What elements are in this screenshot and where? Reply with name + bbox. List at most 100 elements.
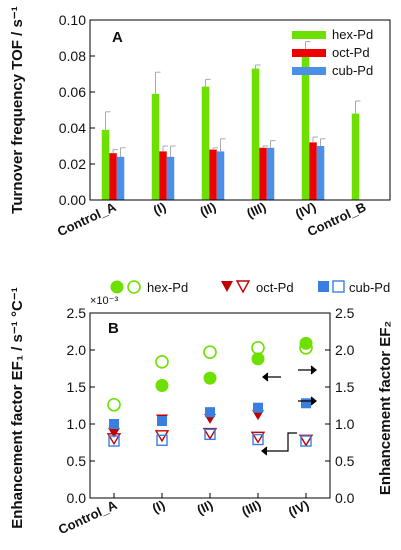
x-category-label: (I) [150,497,167,516]
data-point [300,435,312,447]
data-point [157,416,167,427]
data-point [155,379,169,393]
bar [309,142,317,200]
legend-marker-hex-filled [110,280,124,294]
data-point [108,435,120,447]
panel-b-scatter-chart: hex-Pd oct-Pd cub-Pd 0.0 0.0 0.5 0.5 1.0 1.0 1… [9,280,394,537]
bar [109,153,117,200]
data-point [301,398,311,409]
legend-swatch-hex [292,31,326,39]
y-tick-label: 0.06 [59,84,86,100]
data-point [203,371,217,385]
data-point [202,427,218,440]
y-tick-label: 0.02 [59,156,86,172]
legend-swatch-cub [292,67,326,75]
panel-b-legend: hex-Pd oct-Pd cub-Pd [110,280,390,295]
y-tick-label-right: 2.5 [335,305,355,321]
arrow-down-left-icon [261,446,268,456]
y-tick-label-left: 2.0 [67,342,87,358]
y-tick-label-left: 1.5 [67,379,87,395]
y-tick-label: 0.00 [59,192,86,208]
panel-b-points [106,336,314,447]
bar [301,54,310,201]
y-tick-label-right: 1.5 [335,379,355,395]
data-point [109,419,119,429]
bar [116,156,125,200]
x-category-label: (IV) [286,497,311,519]
y-tick-label-left: 0.0 [67,490,87,506]
y-tick-label: 0.04 [59,120,86,136]
y-tick-label: 0.10 [59,12,86,28]
data-point [252,433,264,446]
data-point [251,352,265,366]
legend-label-oct: oct-Pd [332,45,370,60]
y-tick-label-left: 0.5 [67,453,87,469]
bar [216,151,225,200]
bar [266,147,275,200]
arrow-down-left-icon [262,432,297,452]
bar [259,147,267,200]
legend-marker-oct-filled [221,281,233,292]
panel-b-label: B [108,320,119,337]
x-category-label: (IV) [293,199,318,221]
legend-label-cub: cub-Pd [332,63,373,78]
x-category-label: (III) [244,199,268,221]
panel-b-plot-frame [89,312,331,499]
x-category-label: (II) [195,497,216,517]
panel-a-legend: hex-Pd oct-Pd cub-Pd [292,27,373,78]
legend-marker-cub-filled [318,281,329,292]
x-category-label: (II) [198,199,219,219]
panel-a-label: A [112,29,123,46]
legend-marker-oct-open [235,280,251,294]
data-point [204,428,216,441]
y-tick-label-left: 1.0 [67,416,87,432]
panel-b-right-y-axis-title: Enhancement factor EF₂ [377,321,394,495]
bar [351,113,360,200]
data-point [251,340,265,355]
data-point [106,433,122,446]
x-category-label: (III) [239,497,263,519]
y-tick-label-right: 1.0 [335,416,355,432]
y-tick-label-right: 2.0 [335,342,355,358]
data-point [299,336,313,350]
bar [159,151,167,200]
data-point [156,434,168,446]
data-point [298,434,314,447]
data-point [250,431,266,444]
arrow-left-icon [262,372,269,382]
data-point [108,427,120,438]
legend-marker-cub-open [332,280,345,293]
data-point [299,340,313,355]
bar [101,129,110,200]
data-point [203,345,217,360]
panel-a-plot-frame [89,19,391,201]
legend-swatch-oct [292,49,326,57]
panel-a-y-axis-title: Turnover frequency TOF / s⁻¹ [9,6,26,213]
bar [316,146,325,200]
axis-indicator-arrows [261,365,317,456]
arrow-right-icon [310,365,317,375]
legend-label-hex: hex-Pd [147,280,188,295]
y-tick-label-right: 0.5 [335,453,355,469]
bar [166,156,175,200]
arrow-right-icon [310,396,317,406]
data-point [205,407,215,418]
y-tick-label: 0.08 [59,48,86,64]
data-point [253,402,263,413]
bar [209,149,217,200]
legend-marker-hex-open [127,280,141,294]
bar [151,93,160,200]
y-tick-label-left: 2.5 [67,305,87,321]
legend-label-cub: cub-Pd [349,280,390,295]
panel-b-multiplier-label: ×10⁻³ [90,295,118,307]
legend-label-hex: hex-Pd [332,27,373,42]
bar [201,86,210,200]
data-point [155,355,169,369]
x-category-label: (I) [151,199,168,218]
panel-b-left-y-axis-title: Enhancement factor EF₁ / s⁻¹ °C⁻¹ [9,287,26,528]
bar [251,68,260,200]
legend-label-oct: oct-Pd [256,280,294,295]
data-point [107,397,121,412]
panel-a-bar-chart: Control_A (I) (II) (III) (IV)Control_B 0.000… [9,6,391,239]
